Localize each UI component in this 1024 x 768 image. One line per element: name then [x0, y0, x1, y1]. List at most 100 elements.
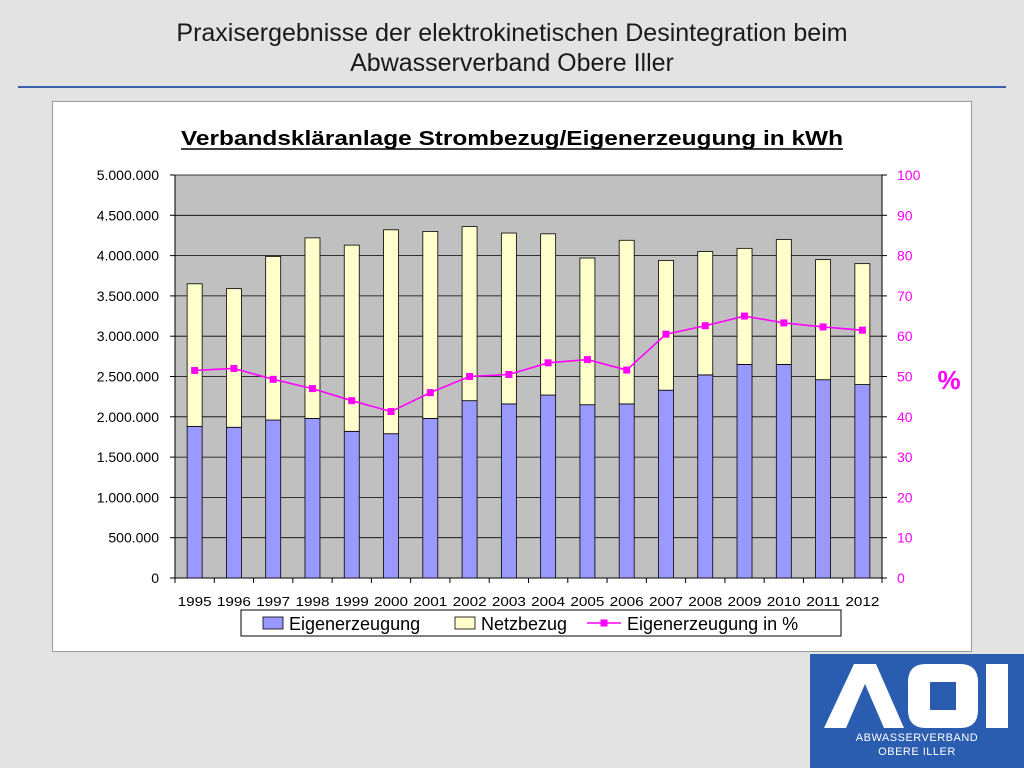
y-tick-label-right: 100 — [897, 167, 921, 183]
point-eigenerzeugung-pct — [348, 397, 356, 405]
point-eigenerzeugung-pct — [505, 370, 513, 378]
y-tick-label-right: 90 — [897, 207, 913, 223]
x-tick-label: 2004 — [531, 594, 565, 609]
bar-eigenerzeugung — [265, 419, 282, 579]
bar-netzbezug — [854, 263, 871, 385]
bar-eigenerzeugung — [461, 400, 478, 579]
point-eigenerzeugung-pct — [623, 366, 631, 374]
bar-netzbezug — [304, 237, 321, 419]
bar-eigenerzeugung — [500, 403, 517, 579]
x-tick-label: 2010 — [767, 594, 801, 609]
bar-eigenerzeugung — [186, 426, 203, 579]
point-eigenerzeugung-pct — [544, 359, 552, 367]
x-tick-label: 2006 — [610, 594, 644, 609]
y-tick-label-left: 1.500.000 — [97, 449, 159, 465]
y-tick-label-right: 30 — [897, 449, 913, 465]
bar-netzbezug — [383, 229, 399, 435]
y-tick-label-right: 70 — [897, 288, 913, 304]
bar-eigenerzeugung — [343, 430, 360, 579]
x-tick-label: 2011 — [806, 594, 840, 609]
y-tick-label-right: 10 — [897, 530, 913, 546]
bar-eigenerzeugung — [658, 389, 674, 579]
bar-eigenerzeugung — [815, 379, 831, 579]
x-tick-label: 2003 — [492, 594, 526, 609]
aoi-logo: ABWASSERVERBAND OBERE ILLER — [810, 654, 1024, 768]
bar-netzbezug — [265, 256, 282, 421]
y-tick-label-left: 1.000.000 — [97, 489, 159, 505]
x-tick-label: 1996 — [217, 594, 251, 609]
bar-eigenerzeugung — [304, 418, 321, 579]
bar-netzbezug — [343, 244, 360, 432]
point-eigenerzeugung-pct — [662, 330, 670, 338]
y-tick-label-left: 4.000.000 — [97, 248, 159, 264]
bar-netzbezug — [658, 260, 674, 391]
y-tick-label-right: 50 — [897, 369, 913, 385]
point-eigenerzeugung-pct — [780, 319, 788, 327]
point-eigenerzeugung-pct — [466, 373, 474, 380]
legend-marker-pct — [600, 619, 608, 627]
point-eigenerzeugung-pct — [701, 322, 709, 330]
bar-eigenerzeugung — [226, 426, 242, 579]
slide-title: Praxisergebnisse der elektrokinetischen … — [0, 18, 1024, 78]
bar-eigenerzeugung — [422, 418, 439, 579]
bar-eigenerzeugung — [775, 364, 792, 579]
bar-netzbezug — [815, 259, 831, 381]
y-tick-label-left: 0 — [151, 570, 159, 586]
bar-netzbezug — [736, 247, 753, 365]
point-eigenerzeugung-pct — [426, 389, 434, 397]
y-tick-label-left: 2.000.000 — [97, 409, 159, 425]
x-tick-label: 1999 — [335, 594, 369, 609]
bar-eigenerzeugung — [736, 364, 753, 579]
line-eigenerzeugung-pct — [194, 315, 863, 413]
bar-eigenerzeugung — [618, 403, 635, 579]
y-tick-label-left: 2.500.000 — [97, 369, 159, 385]
bar-eigenerzeugung — [383, 433, 399, 579]
point-eigenerzeugung-pct — [387, 408, 395, 416]
y-tick-label-left: 500.000 — [108, 530, 159, 546]
legend-swatch-netzbezug — [454, 616, 476, 630]
x-tick-label: 2001 — [413, 594, 447, 609]
bar-eigenerzeugung — [854, 384, 871, 579]
x-tick-label: 2009 — [728, 594, 762, 609]
legend-swatch-eigenerzeugung — [262, 616, 284, 630]
slide-title-line-2: Abwasserverband Obere Iller — [350, 49, 674, 77]
y2-axis-label: % — [937, 365, 960, 395]
x-tick-label: 1997 — [256, 594, 290, 609]
x-tick-label: 2000 — [374, 594, 408, 609]
y-tick-label-right: 80 — [897, 248, 913, 264]
legend-label-pct: Eigenerzeugung in % — [627, 614, 798, 634]
x-tick-label: 2012 — [845, 594, 879, 609]
title-divider — [18, 86, 1006, 88]
bar-eigenerzeugung — [697, 374, 714, 579]
bar-eigenerzeugung — [540, 394, 557, 579]
bar-netzbezug — [579, 257, 596, 406]
point-eigenerzeugung-pct — [583, 356, 591, 364]
chart-frame: Verbandskläranlage Strombezug/Eigenerzeu… — [52, 101, 972, 652]
x-tick-label: 2002 — [453, 594, 487, 609]
point-eigenerzeugung-pct — [858, 326, 866, 334]
y-tick-label-right: 40 — [897, 409, 913, 425]
y-tick-label-left: 3.000.000 — [97, 328, 159, 344]
aoi-logo-letters — [824, 664, 1008, 728]
point-eigenerzeugung-pct — [819, 323, 827, 331]
legend-label-netzbezug: Netzbezug — [481, 614, 567, 634]
logo-text-line-2: OBERE ILLER — [878, 746, 956, 758]
bar-netzbezug — [697, 251, 714, 376]
x-tick-label: 1998 — [295, 594, 329, 609]
slide-title-line-1: Praxisergebnisse der elektrokinetischen … — [176, 19, 848, 47]
y-tick-label-left: 3.500.000 — [97, 288, 159, 304]
bar-netzbezug — [775, 239, 792, 365]
chart-title: Verbandskläranlage Strombezug/Eigenerzeu… — [181, 128, 843, 150]
y-tick-label-right: 20 — [897, 489, 913, 505]
bar-netzbezug — [540, 233, 557, 396]
bar-netzbezug — [618, 239, 635, 405]
bar-netzbezug — [422, 231, 439, 419]
y-tick-label-left: 4.500.000 — [97, 207, 159, 223]
x-tick-label: 2005 — [570, 594, 604, 609]
legend-label-eigenerzeugung: Eigenerzeugung — [289, 614, 420, 634]
bar-netzbezug — [186, 283, 203, 427]
bar-netzbezug — [500, 232, 517, 405]
x-tick-label: 2008 — [688, 594, 722, 609]
logo-text-line-1: ABWASSERVERBAND — [855, 732, 979, 744]
y-tick-label-right: 0 — [897, 570, 905, 586]
